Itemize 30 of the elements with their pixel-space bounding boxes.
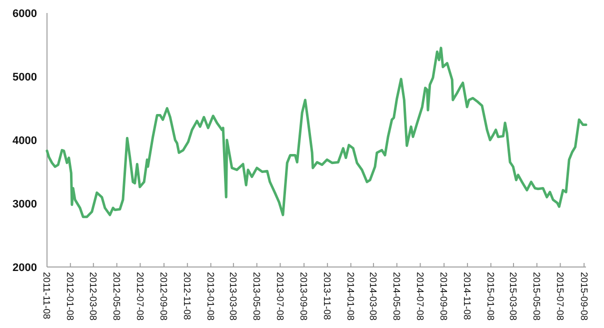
x-tick-label: 2015-05-08 [530, 272, 542, 321]
x-tick-label: 2013-11-08 [321, 272, 332, 320]
y-tick-label: 3000 [12, 198, 37, 210]
x-tick-label: 2012-03-08 [87, 272, 98, 321]
x-tick-label: 2015-09-08 [578, 272, 589, 321]
x-tick-label: 2014-03-08 [367, 272, 378, 321]
y-tick-label: 2000 [12, 262, 37, 274]
x-tick-label: 2012-01-08 [64, 272, 76, 321]
y-tick-label: 6000 [12, 8, 37, 20]
x-tick-label: 2012-09-08 [158, 272, 169, 321]
x-tick-label: 2015-07-08 [554, 272, 565, 321]
x-tick-label: 2014-09-08 [438, 272, 449, 321]
x-tick-label: 2013-01-08 [204, 272, 216, 321]
x-tick-label: 2014-07-08 [414, 272, 425, 321]
x-tick-label: 2012-05-08 [110, 272, 122, 321]
x-tick-label: 2013-07-08 [274, 272, 285, 321]
x-tick-label: 2015-01-08 [484, 272, 496, 321]
line-series [46, 46, 588, 218]
x-tick-label: 2014-05-08 [390, 272, 402, 321]
y-tick-label: 5000 [12, 71, 37, 84]
x-tick-label: 2013-05-08 [250, 272, 262, 321]
x-tick-label: 2012-07-08 [134, 272, 145, 321]
x-tick-label: 2014-11-08 [461, 272, 472, 320]
x-tick-label: 2015-03-08 [507, 272, 518, 321]
x-tick-label: 2013-03-08 [227, 272, 238, 321]
x-tick-label: 2013-09-08 [298, 272, 309, 321]
x-tick-label: 2011-11-08 [40, 272, 52, 320]
x-tick-label: 2014-01-08 [344, 272, 356, 321]
y-tick-label: 4000 [12, 134, 37, 147]
x-tick-label: 2012-11-08 [181, 272, 192, 320]
